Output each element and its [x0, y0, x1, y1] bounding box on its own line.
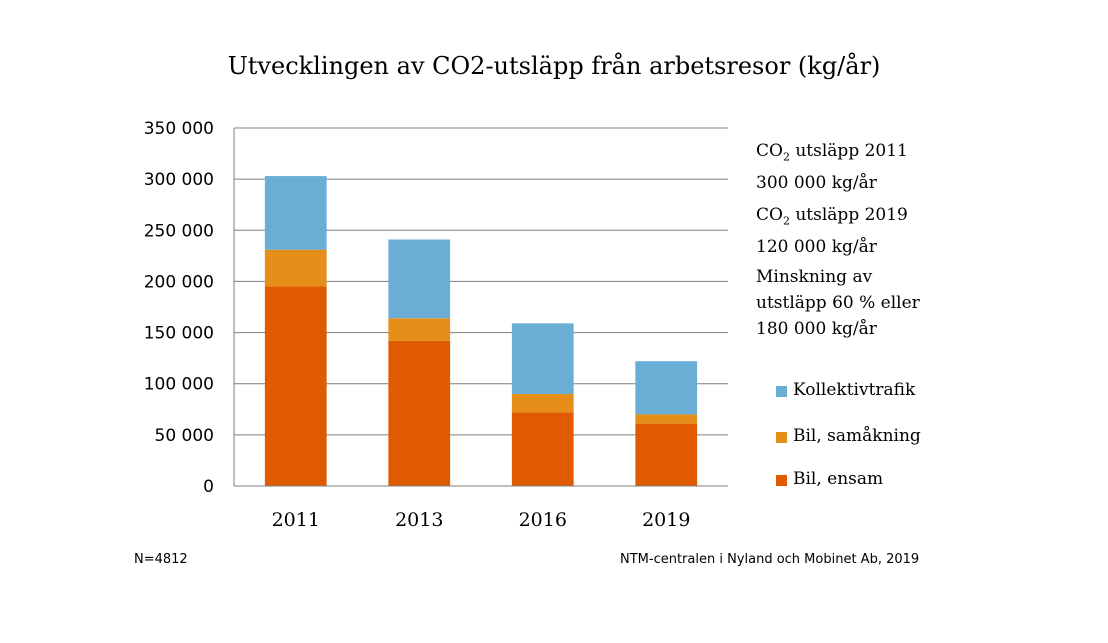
- source-note: NTM-centralen i Nyland och Mobinet Ab, 2…: [620, 552, 920, 567]
- bar-segment: [388, 340, 451, 486]
- bar-segment: [388, 318, 451, 341]
- y-tick-label: 100 000: [144, 375, 214, 395]
- y-tick-label: 300 000: [144, 170, 214, 190]
- bar-segment: [511, 393, 574, 413]
- y-tick-label: 350 000: [144, 119, 214, 139]
- bar-segment: [264, 249, 327, 287]
- bar-segment: [511, 412, 574, 486]
- legend-swatch: [776, 432, 787, 443]
- y-tick-label: 250 000: [144, 221, 214, 241]
- info-emissions-2019: CO2 utsläpp 2019 120 000 kg/år: [756, 205, 908, 258]
- info-emissions-2011: CO2 utsläpp 2011 300 000 kg/år: [756, 141, 908, 194]
- bar-segment: [511, 323, 574, 394]
- chart-title: Utvecklingen av CO2-utsläpp från arbetsr…: [227, 52, 881, 80]
- y-tick-label: 50 000: [155, 426, 214, 446]
- legend-swatch: [776, 386, 787, 397]
- y-tick-label: 150 000: [144, 324, 214, 344]
- sample-size-note: N=4812: [134, 552, 188, 567]
- y-tick-label: 200 000: [144, 272, 214, 292]
- x-tick-label: 2016: [519, 509, 567, 531]
- legend-swatch: [776, 475, 787, 486]
- bar-segment: [635, 361, 698, 415]
- x-tick-label: 2019: [642, 509, 690, 531]
- bar-segment: [635, 423, 698, 486]
- bar-segment: [264, 176, 327, 250]
- x-tick-label: 2011: [272, 509, 320, 531]
- y-tick-label: 0: [203, 477, 214, 497]
- bar-segment: [264, 286, 327, 486]
- info-reduction: Minskning av utstläpp 60 % eller 180 000…: [756, 267, 920, 339]
- bar-segment: [388, 239, 451, 319]
- bar-segment: [635, 414, 698, 424]
- x-tick-label: 2013: [395, 509, 443, 531]
